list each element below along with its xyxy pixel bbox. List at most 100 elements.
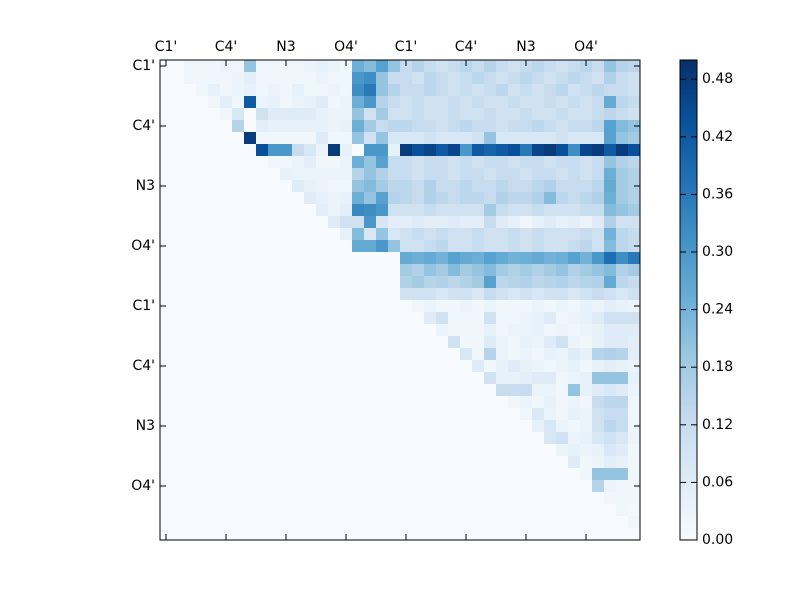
heatmap-cell (304, 348, 317, 361)
heatmap-cell (316, 288, 329, 301)
heatmap-cell (556, 180, 569, 193)
heatmap-cell (412, 132, 425, 145)
heatmap-cell (604, 276, 617, 289)
heatmap-cell (580, 324, 593, 337)
heatmap-cell (544, 156, 557, 169)
heatmap-cell (280, 252, 293, 265)
heatmap-cell (328, 492, 341, 505)
heatmap-cell (616, 516, 629, 529)
heatmap-cell (328, 204, 341, 217)
heatmap-cell (376, 264, 389, 277)
heatmap-cell (400, 228, 413, 241)
heatmap-cell (532, 480, 545, 493)
heatmap-cell (304, 468, 317, 481)
heatmap-cell (340, 372, 353, 385)
heatmap-cell (472, 264, 485, 277)
heatmap-cell (196, 252, 209, 265)
heatmap-cell (352, 492, 365, 505)
heatmap-cell (160, 312, 173, 325)
heatmap-cell (400, 420, 413, 433)
heatmap-cell (412, 240, 425, 253)
heatmap-cell (280, 432, 293, 445)
heatmap-cell (424, 432, 437, 445)
heatmap-cell (544, 192, 557, 205)
y-tick-label: O4' (131, 238, 155, 254)
heatmap-cell (400, 336, 413, 349)
heatmap-cell (496, 288, 509, 301)
heatmap-cell (268, 372, 281, 385)
heatmap-cell (364, 504, 377, 517)
heatmap-cell (376, 240, 389, 253)
heatmap-cell (436, 108, 449, 121)
heatmap-cell (508, 120, 521, 133)
heatmap-cell (376, 336, 389, 349)
heatmap-cell (256, 444, 269, 457)
heatmap-cell (568, 492, 581, 505)
heatmap-cell (268, 312, 281, 325)
heatmap-cell (220, 84, 233, 97)
heatmap-cell (412, 180, 425, 193)
heatmap-cell (220, 156, 233, 169)
heatmap-cell (580, 228, 593, 241)
heatmap-cell (280, 180, 293, 193)
heatmap-cell (544, 360, 557, 373)
heatmap-cell (532, 84, 545, 97)
heatmap-cell (460, 228, 473, 241)
heatmap-cell (280, 156, 293, 169)
heatmap-cell (244, 72, 257, 85)
heatmap-cell (352, 120, 365, 133)
heatmap-cell (196, 240, 209, 253)
heatmap-cell (508, 204, 521, 217)
heatmap-cell (460, 240, 473, 253)
heatmap-cell (316, 504, 329, 517)
heatmap-cell (352, 372, 365, 385)
heatmap-cell (172, 504, 185, 517)
heatmap-cell (424, 444, 437, 457)
heatmap-cell (616, 120, 629, 133)
heatmap-cell (316, 372, 329, 385)
heatmap-cell (184, 156, 197, 169)
heatmap-cell (616, 444, 629, 457)
heatmap-cell (292, 456, 305, 469)
heatmap-cell (412, 192, 425, 205)
heatmap-cell (172, 72, 185, 85)
heatmap-cell (244, 252, 257, 265)
heatmap-cell (484, 312, 497, 325)
heatmap-cell (388, 324, 401, 337)
heatmap-cell (532, 432, 545, 445)
heatmap-cell (328, 96, 341, 109)
heatmap-cell (424, 276, 437, 289)
heatmap-cell (364, 288, 377, 301)
heatmap-cell (508, 84, 521, 97)
heatmap-cell (388, 372, 401, 385)
heatmap-cell (496, 252, 509, 265)
heatmap-cell (472, 60, 485, 73)
heatmap-cell (604, 420, 617, 433)
heatmap-cell (268, 528, 281, 541)
heatmap-cell (448, 288, 461, 301)
heatmap-cell (424, 516, 437, 529)
heatmap-cell (484, 96, 497, 109)
heatmap-cell (460, 60, 473, 73)
heatmap-cell (436, 228, 449, 241)
heatmap-cell (184, 108, 197, 121)
heatmap-cell (580, 516, 593, 529)
heatmap-cell (532, 408, 545, 421)
heatmap-cell (628, 288, 641, 301)
heatmap-cell (316, 396, 329, 409)
heatmap-cell (412, 372, 425, 385)
y-tick-label: O4' (131, 478, 155, 494)
heatmap-cell (280, 408, 293, 421)
heatmap-cell (448, 516, 461, 529)
heatmap-cell (544, 504, 557, 517)
heatmap-cell (376, 384, 389, 397)
heatmap-cell (316, 276, 329, 289)
heatmap-cell (508, 300, 521, 313)
heatmap-cell (256, 108, 269, 121)
heatmap-cell (568, 468, 581, 481)
heatmap-cell (388, 144, 401, 157)
heatmap-cell (364, 348, 377, 361)
heatmap-cell (448, 336, 461, 349)
heatmap-cell (520, 108, 533, 121)
heatmap-cell (208, 60, 221, 73)
